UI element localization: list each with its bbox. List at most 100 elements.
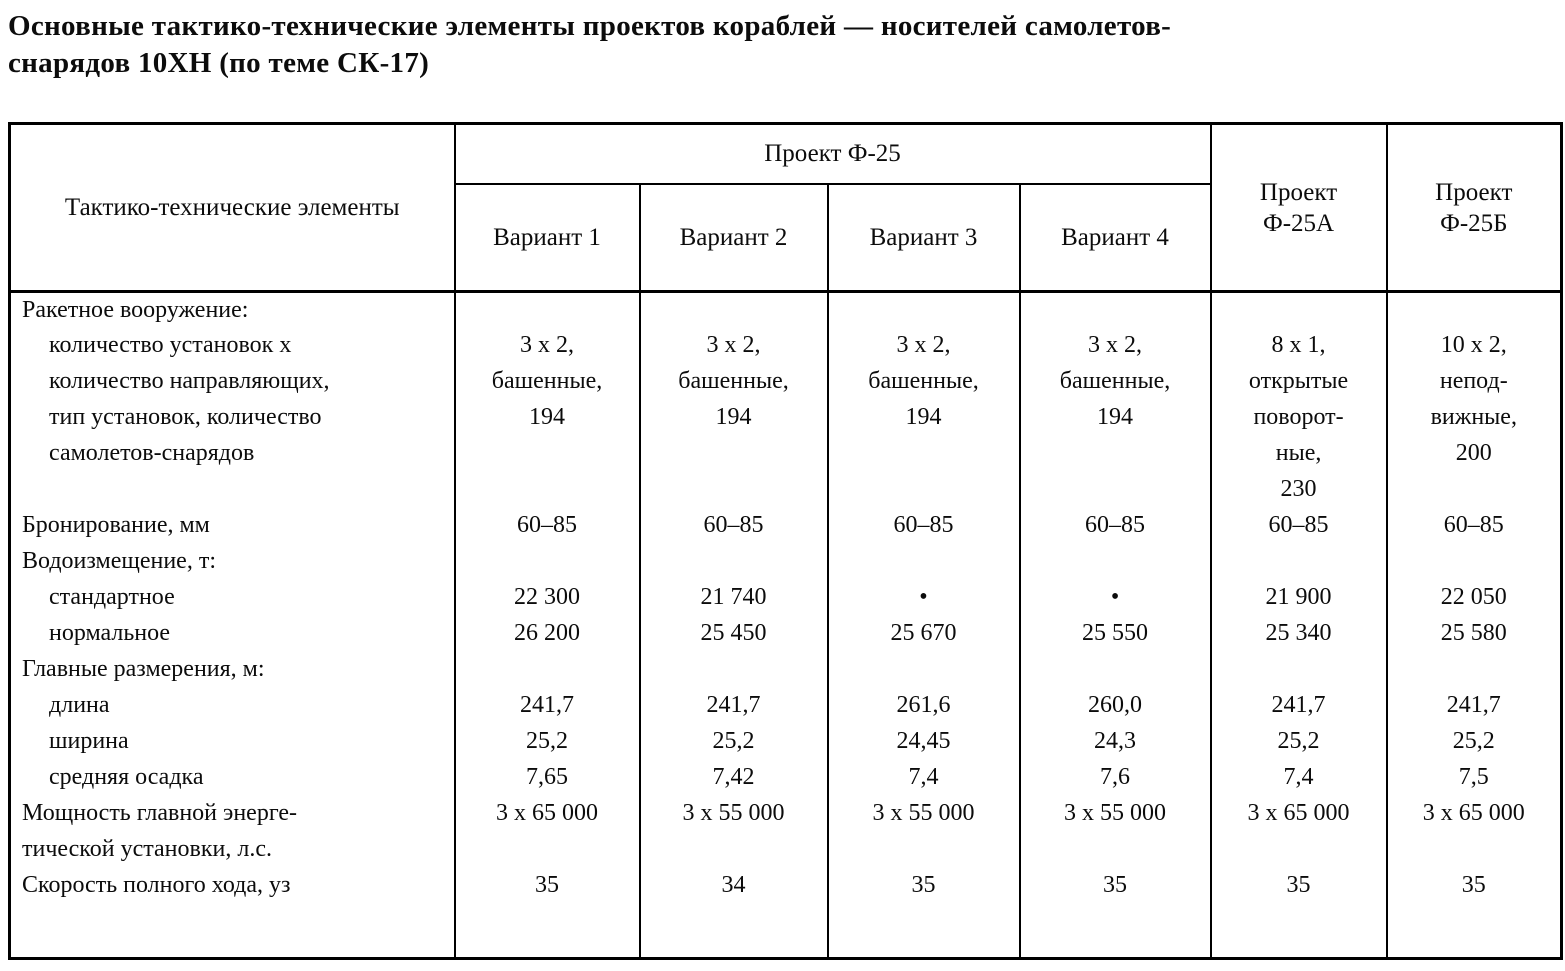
row-value: 3 x 2, — [826, 327, 1021, 364]
row-value — [1385, 471, 1563, 508]
row-value: 7,42 — [638, 759, 829, 796]
row-value: 3 x 55 000 — [826, 795, 1021, 832]
row-value: 10 x 2, — [1385, 327, 1563, 364]
row-value: 7,65 — [453, 759, 641, 796]
row-value: 3 x 2, — [1018, 327, 1212, 364]
row-value — [1209, 651, 1388, 688]
row-value — [638, 651, 829, 688]
row-value: башенные, — [1018, 363, 1212, 400]
row-value: 241,7 — [638, 687, 829, 724]
row-value: 25,2 — [1385, 723, 1563, 760]
row-value — [638, 291, 829, 328]
table-row: количество направляющих, башенные, башенны… — [8, 363, 1563, 400]
spacer-cell — [638, 903, 829, 959]
spacer-cell — [826, 903, 1021, 959]
document-title-line-1: Основные тактико-технические элементы пр… — [8, 10, 1172, 42]
table-row: Мощность главной энерге- 3 x 65 000 3 x 55… — [8, 795, 1563, 832]
row-value: 3 x 2, — [638, 327, 829, 364]
row-value: 25,2 — [1209, 723, 1388, 760]
spacer-cell — [1018, 903, 1212, 959]
row-value: 7,6 — [1018, 759, 1212, 796]
table-header: Тактико-технические элементы Проект Ф-25… — [8, 123, 1563, 293]
table-row: Главные размерения, м: — [8, 651, 1563, 688]
row-value: 34 — [638, 867, 829, 904]
row-label — [8, 471, 456, 508]
row-value — [453, 831, 641, 868]
row-label: количество установок х — [8, 327, 456, 364]
table-row: тической установки, л.с. — [8, 831, 1563, 868]
row-label: количество направляющих, — [8, 363, 456, 400]
row-value: 7,5 — [1385, 759, 1563, 796]
table-row: Бронирование, мм 60–85 60–85 60–85 60–85 60–8… — [8, 507, 1563, 544]
column-header-project-f25a: Проект Ф-25А — [1209, 123, 1388, 293]
row-value — [826, 435, 1021, 472]
row-value: 21 740 — [638, 579, 829, 616]
table-row: ширина 25,2 25,2 24,45 24,3 25,2 25,2 — [8, 723, 1563, 760]
row-value — [1209, 291, 1388, 328]
row-value — [638, 831, 829, 868]
row-value — [453, 651, 641, 688]
row-value — [826, 471, 1021, 508]
row-value — [1385, 831, 1563, 868]
row-value — [1385, 651, 1563, 688]
column-header-variant-1: Вариант 1 — [453, 183, 641, 293]
row-value: 3 x 65 000 — [1385, 795, 1563, 832]
table-row: нормальное 26 200 25 450 25 670 25 550 25 340… — [8, 615, 1563, 652]
row-value: 241,7 — [453, 687, 641, 724]
row-value: 25 450 — [638, 615, 829, 652]
table-row: длина 241,7 241,7 261,6 260,0 241,7 241,7 — [8, 687, 1563, 724]
row-value: 60–85 — [1385, 507, 1563, 544]
column-header-variant-4: Вариант 4 — [1018, 183, 1212, 293]
header-row-group: Тактико-технические элементы Проект Ф-25… — [8, 123, 1563, 293]
document-title: Основные тактико-технические элементы пр… — [8, 8, 1559, 82]
row-value: 3 x 2, — [453, 327, 641, 364]
row-value: 3 x 55 000 — [1018, 795, 1212, 832]
row-value: 200 — [1385, 435, 1563, 472]
row-value: 24,3 — [1018, 723, 1212, 760]
table-row: Скорость полного хода, уз 35 34 35 35 35 35 — [8, 867, 1563, 904]
row-value: 241,7 — [1385, 687, 1563, 724]
row-value — [826, 291, 1021, 328]
row-value: 3 x 55 000 — [638, 795, 829, 832]
row-label: длина — [8, 687, 456, 724]
row-value — [1385, 291, 1563, 328]
row-value: ные, — [1209, 435, 1388, 472]
row-value — [826, 651, 1021, 688]
row-value: 25 340 — [1209, 615, 1388, 652]
row-value: 194 — [638, 399, 829, 436]
row-value: поворот- — [1209, 399, 1388, 436]
row-value — [1018, 435, 1212, 472]
row-value: башенные, — [638, 363, 829, 400]
row-value: открытые — [1209, 363, 1388, 400]
row-value: 35 — [826, 867, 1021, 904]
row-value: 35 — [453, 867, 641, 904]
row-value: 7,4 — [1209, 759, 1388, 796]
row-value — [1018, 543, 1212, 580]
table-row: стандартное 22 300 21 740 • • 21 900 22 050 — [8, 579, 1563, 616]
row-label: стандартное — [8, 579, 456, 616]
table-row: средняя осадка 7,65 7,42 7,4 7,6 7,4 7,5 — [8, 759, 1563, 796]
row-label: Главные размерения, м: — [8, 651, 456, 688]
row-label: тической установки, л.с. — [8, 831, 456, 868]
table-row: тип установок, количество 194 194 194 194 пов… — [8, 399, 1563, 436]
row-value: 25,2 — [638, 723, 829, 760]
row-label: Мощность главной энерге- — [8, 795, 456, 832]
row-value: 3 x 65 000 — [453, 795, 641, 832]
row-value — [638, 543, 829, 580]
row-label: тип установок, количество — [8, 399, 456, 436]
row-value: 22 050 — [1385, 579, 1563, 616]
table-body: Ракетное вооружение: количество установок… — [8, 291, 1563, 959]
row-value — [453, 543, 641, 580]
row-value — [1385, 543, 1563, 580]
row-value: 21 900 — [1209, 579, 1388, 616]
row-value: башенные, — [826, 363, 1021, 400]
row-label: Водоизмещение, т: — [8, 543, 456, 580]
row-label: нормальное — [8, 615, 456, 652]
row-value: 25 580 — [1385, 615, 1563, 652]
row-label: Бронирование, мм — [8, 507, 456, 544]
row-label: Скорость полного хода, уз — [8, 867, 456, 904]
spacer-cell — [8, 903, 456, 959]
ship-specs-table: Тактико-технические элементы Проект Ф-25… — [8, 122, 1564, 960]
